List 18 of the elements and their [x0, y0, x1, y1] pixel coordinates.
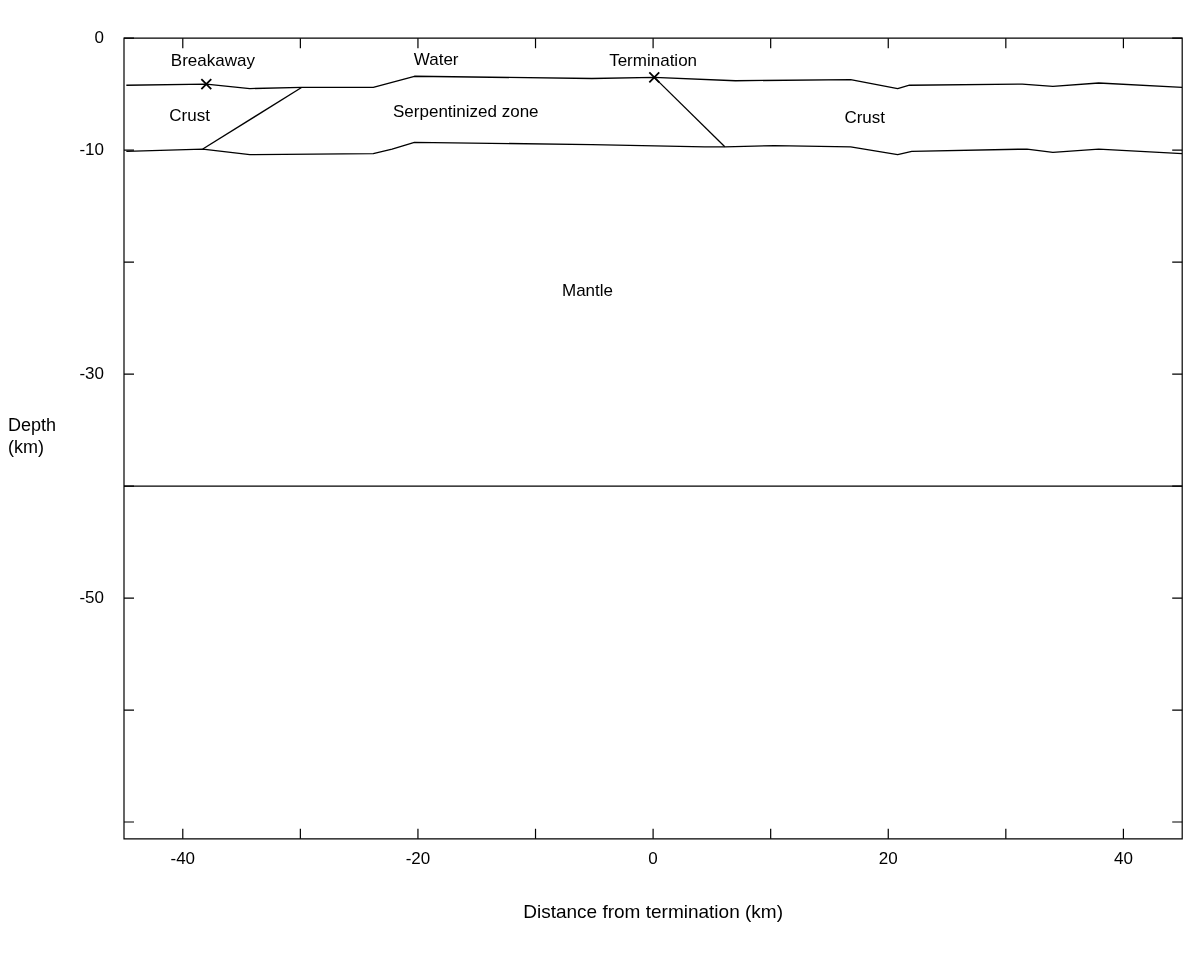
annotation: Crust — [169, 106, 211, 126]
annotation: Serpentinized zone — [393, 101, 539, 121]
y-tick-label: -30 — [79, 363, 104, 383]
annotation: Mantle — [561, 280, 614, 300]
y-tick-label: -50 — [79, 587, 104, 607]
y-tick-label: -10 — [79, 139, 104, 159]
x-tick-label: 40 — [1113, 848, 1133, 868]
annotation: Water — [413, 50, 459, 70]
y-tick-label: 0 — [94, 27, 104, 47]
x-axis-title: Distance from termination (km) — [523, 900, 783, 922]
annotation: Termination — [609, 51, 698, 71]
x-tick-label: -40 — [170, 848, 196, 868]
x-tick-label: -20 — [405, 848, 431, 868]
y-axis-title: Depth (km) — [8, 415, 57, 458]
x-tick-label: 0 — [648, 848, 658, 868]
annotation: Crust — [844, 107, 886, 127]
x-tick-label: 20 — [878, 848, 898, 868]
annotation: Breakaway — [170, 51, 256, 71]
